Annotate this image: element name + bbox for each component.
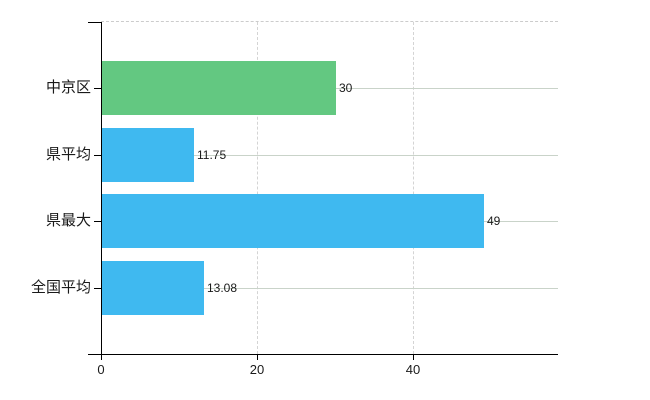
y-axis-category-tick — [94, 221, 101, 222]
x-axis-line — [88, 354, 558, 355]
bar — [102, 261, 204, 315]
value-label: 49 — [487, 214, 501, 228]
y-axis-category-tick — [94, 155, 101, 156]
gridline-category — [101, 288, 558, 289]
category-label: 全国平均 — [30, 279, 91, 296]
y-axis-line — [101, 22, 102, 354]
y-axis-top-tick — [88, 22, 101, 23]
value-label: 30 — [339, 81, 353, 95]
plot-top-border — [101, 21, 558, 22]
category-label: 県最大 — [45, 212, 91, 229]
x-axis-tick — [257, 354, 258, 360]
y-axis-category-tick — [94, 88, 101, 89]
value-label: 13.08 — [207, 281, 238, 295]
bar — [102, 128, 194, 182]
gridline-x-40 — [413, 22, 414, 354]
x-tick-label: 20 — [249, 362, 265, 377]
bar — [102, 61, 336, 115]
category-label: 中京区 — [45, 79, 91, 96]
gridline-x-20 — [257, 22, 258, 354]
gridline-category — [101, 155, 558, 156]
x-tick-label: 40 — [405, 362, 421, 377]
bar — [102, 194, 484, 248]
x-tick-label: 0 — [97, 362, 105, 377]
y-axis-category-tick — [94, 288, 101, 289]
category-label: 県平均 — [45, 146, 91, 163]
x-axis-tick — [413, 354, 414, 360]
value-label: 11.75 — [197, 148, 227, 162]
x-axis-tick — [101, 354, 102, 360]
